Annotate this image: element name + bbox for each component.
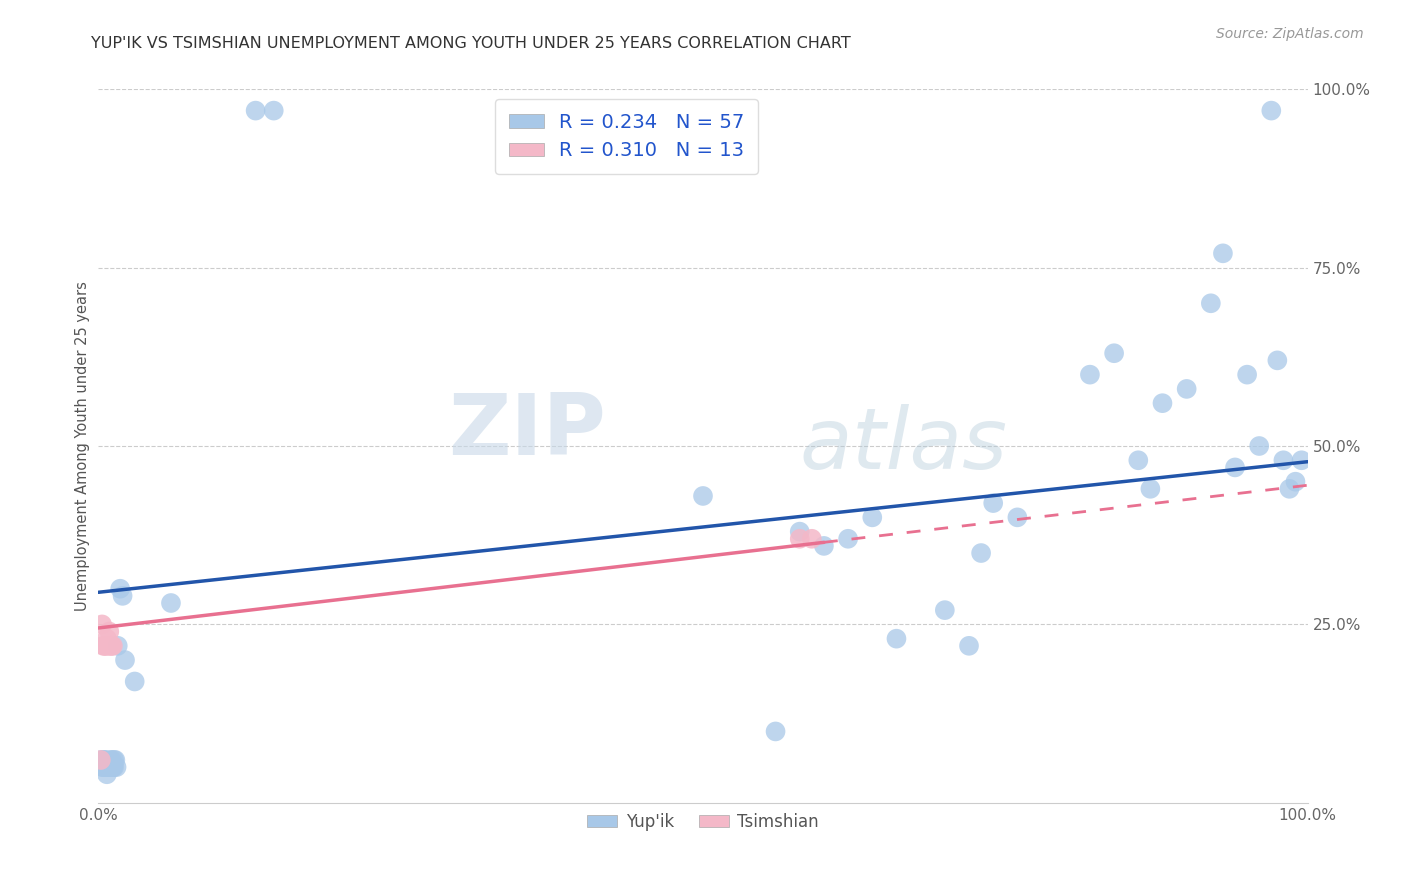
Point (813, 539, 835, 553)
Point (860, 510, 883, 524)
Point (263, 103, 285, 118)
Point (1175, 382, 1198, 396)
Point (94, 760, 117, 774)
Point (970, 546, 993, 560)
Point (97, 760, 120, 774)
Point (105, 760, 128, 774)
Point (100, 760, 122, 774)
Point (837, 532, 859, 546)
Point (1278, 482, 1301, 496)
Point (91, 639, 114, 653)
Point (789, 532, 811, 546)
Point (692, 489, 714, 503)
Point (1223, 460, 1246, 475)
Point (1236, 368, 1258, 382)
Point (1128, 453, 1150, 467)
Point (1199, 296, 1222, 310)
Point (1272, 453, 1295, 467)
Point (1260, 103, 1282, 118)
Point (108, 582, 131, 596)
Point (100, 753, 122, 767)
Point (1249, 439, 1271, 453)
Point (1139, 482, 1161, 496)
Point (1007, 510, 1029, 524)
Point (100, 753, 122, 767)
Point (934, 603, 956, 617)
Point (97, 639, 120, 653)
Point (94, 753, 117, 767)
Point (1291, 453, 1313, 467)
Point (98, 760, 121, 774)
Point (124, 674, 146, 689)
Point (91, 753, 114, 767)
Text: YUP'IK VS TSIMSHIAN UNEMPLOYMENT AMONG YOUTH UNDER 25 YEARS CORRELATION CHART: YUP'IK VS TSIMSHIAN UNEMPLOYMENT AMONG Y… (91, 36, 851, 51)
Point (957, 639, 980, 653)
Text: Source: ZipAtlas.com: Source: ZipAtlas.com (1216, 27, 1364, 41)
Legend: Yup'ik, Tsimshian: Yup'ik, Tsimshian (581, 806, 825, 838)
Point (94, 639, 117, 653)
Point (90, 753, 112, 767)
Point (96, 767, 118, 781)
Point (90, 753, 112, 767)
Point (104, 753, 127, 767)
Y-axis label: Unemployment Among Youth under 25 years: Unemployment Among Youth under 25 years (75, 281, 90, 611)
Point (981, 496, 1004, 510)
Point (245, 103, 267, 118)
Point (111, 589, 134, 603)
Point (1212, 246, 1234, 260)
Point (886, 632, 908, 646)
Point (96, 632, 118, 646)
Point (98, 624, 121, 639)
Point (100, 639, 122, 653)
Point (100, 639, 122, 653)
Point (1267, 353, 1289, 368)
Point (765, 724, 787, 739)
Point (103, 760, 125, 774)
Point (93, 753, 115, 767)
Point (103, 753, 125, 767)
Point (1078, 368, 1101, 382)
Point (101, 760, 124, 774)
Point (114, 653, 136, 667)
Point (91, 760, 114, 774)
Point (1102, 346, 1125, 360)
Point (91, 760, 114, 774)
Text: ZIP: ZIP (449, 390, 606, 474)
Point (800, 532, 823, 546)
Point (101, 760, 124, 774)
Point (101, 639, 124, 653)
Point (160, 596, 183, 610)
Point (91, 617, 114, 632)
Point (96, 760, 118, 774)
Point (1284, 475, 1306, 489)
Point (93, 639, 115, 653)
Point (1152, 396, 1174, 410)
Text: atlas: atlas (800, 404, 1008, 488)
Point (789, 524, 811, 539)
Point (107, 639, 129, 653)
